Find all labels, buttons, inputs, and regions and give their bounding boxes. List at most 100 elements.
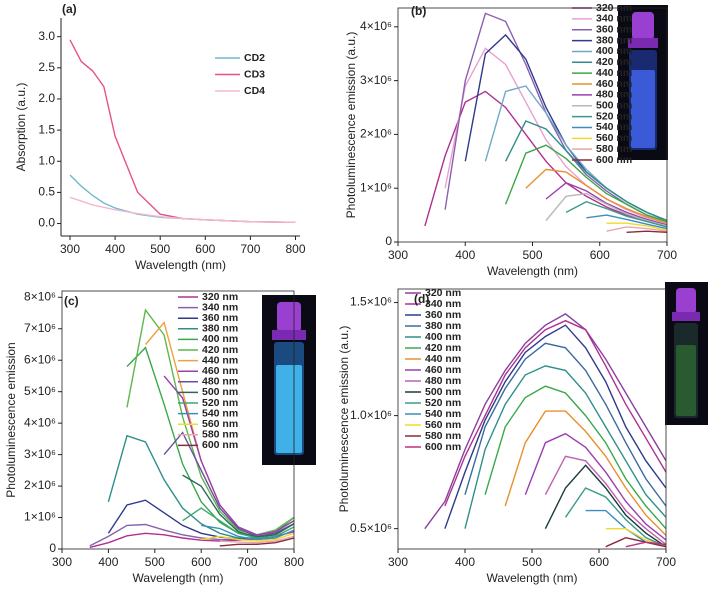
y-tick-label: 7×10⁶ xyxy=(24,321,56,335)
legend-label: 540 nm xyxy=(425,408,461,420)
legend-label: 460 nm xyxy=(596,78,632,90)
x-tick-label: 600 xyxy=(590,248,610,262)
series-line xyxy=(444,47,667,224)
legend-label: 500 nm xyxy=(202,386,238,398)
series-line xyxy=(484,385,666,530)
x-tick-label: 700 xyxy=(657,248,677,262)
legend-label: 560 nm xyxy=(596,132,632,144)
y-tick-label: 2×10⁶ xyxy=(24,478,56,492)
inset-photo-c xyxy=(262,295,316,465)
y-tick-label: 1.0 xyxy=(38,153,55,167)
series-line xyxy=(504,144,667,223)
series-line xyxy=(606,226,667,232)
series-line xyxy=(444,319,666,507)
y-tick-label: 3×10⁶ xyxy=(360,73,392,87)
y-tick-label: 1×10⁶ xyxy=(360,180,392,194)
series-line xyxy=(69,39,296,223)
series-line xyxy=(182,507,294,539)
y-tick-label: 0.0 xyxy=(38,216,55,230)
x-tick-label: 500 xyxy=(150,242,170,256)
legend-label: 380 nm xyxy=(202,323,238,335)
series-line xyxy=(163,375,294,536)
y-tick-label: 3.0 xyxy=(38,29,55,43)
series-line xyxy=(545,192,667,227)
legend-label: CD2 xyxy=(244,52,265,64)
y-tick-label: 4×10⁶ xyxy=(24,415,56,429)
series-line xyxy=(464,365,666,529)
legend-label: 540 nm xyxy=(596,121,632,133)
x-tick-label: 700 xyxy=(238,555,258,569)
panel-label: (d) xyxy=(414,292,429,306)
x-tick-label: 300 xyxy=(388,555,408,569)
legend-label: 560 nm xyxy=(425,419,461,431)
chart-panel: CD2 CD3 CD4 300 400 500 600 700 800 0.0 0.5 1.0 1.5 2… xyxy=(14,2,306,272)
x-axis-label: Wavelength (nm) xyxy=(487,264,578,278)
y-axis-label: Absorption (a.u.) xyxy=(14,83,28,172)
y-tick-label: 0 xyxy=(385,234,392,248)
legend-label: 480 nm xyxy=(596,89,632,101)
legend-label: 420 nm xyxy=(202,344,238,356)
y-tick-label: 8×10⁶ xyxy=(24,289,56,303)
legend-label: 400 nm xyxy=(202,333,238,345)
series-line xyxy=(89,531,294,549)
x-tick-label: 700 xyxy=(240,242,260,256)
series-line xyxy=(424,90,667,227)
series-line xyxy=(444,324,666,529)
y-tick-label: 1×10⁶ xyxy=(24,510,56,524)
legend-label: 320 nm xyxy=(425,287,461,299)
series-line xyxy=(625,541,666,548)
x-tick-label: 300 xyxy=(388,248,408,262)
legend-label: CD4 xyxy=(244,85,265,97)
legend-label: 600 nm xyxy=(202,439,238,451)
series-line xyxy=(219,535,294,544)
plot-area xyxy=(89,308,294,549)
series-line xyxy=(626,230,667,233)
legend-label: 340 nm xyxy=(202,301,238,313)
series-line xyxy=(504,120,667,222)
y-axis-label: Photoluminescence emission (a.u.) xyxy=(337,326,351,513)
series-line xyxy=(219,537,294,547)
legend-label: 340 nm xyxy=(596,13,632,25)
y-tick-label: 1.5×10⁶ xyxy=(350,295,392,309)
x-tick-label: 500 xyxy=(522,555,542,569)
legend-label: 360 nm xyxy=(425,309,461,321)
series-line xyxy=(464,342,666,507)
legend-label: 380 nm xyxy=(596,34,632,46)
legend-label: 320 nm xyxy=(202,291,238,303)
y-tick-label: 3×10⁶ xyxy=(24,447,56,461)
series-line xyxy=(565,200,667,228)
y-tick-label: 0.5 xyxy=(38,185,55,199)
series-line xyxy=(201,524,294,541)
y-tick-label: 5×10⁶ xyxy=(24,384,56,398)
legend-label: 400 nm xyxy=(425,331,461,343)
series-line xyxy=(544,455,666,546)
panel-label: (c) xyxy=(64,294,79,308)
y-tick-label: 4×10⁶ xyxy=(360,19,392,33)
plot-area xyxy=(424,12,667,233)
legend-label: 580 nm xyxy=(425,430,461,442)
series-line xyxy=(586,214,667,230)
legend-label: 540 nm xyxy=(202,407,238,419)
legend-label: 440 nm xyxy=(202,354,238,366)
series-line xyxy=(525,168,667,224)
series-line xyxy=(69,174,296,223)
legend-label: 500 nm xyxy=(596,100,632,112)
series-line xyxy=(163,431,294,538)
y-tick-label: 0 xyxy=(49,541,56,555)
series-line xyxy=(424,313,666,530)
legend-label: 440 nm xyxy=(596,67,632,79)
legend-label: 400 nm xyxy=(596,45,632,57)
panel-label: (b) xyxy=(411,4,426,18)
x-tick-label: 700 xyxy=(656,555,676,569)
legend-label: 580 nm xyxy=(202,429,238,441)
series-line xyxy=(69,196,296,223)
legend-label: 600 nm xyxy=(425,441,461,453)
legend-label: 380 nm xyxy=(425,320,461,332)
legend-label: 600 nm xyxy=(596,154,632,166)
series-line xyxy=(545,181,667,226)
y-tick-label: 1.5 xyxy=(38,122,55,136)
